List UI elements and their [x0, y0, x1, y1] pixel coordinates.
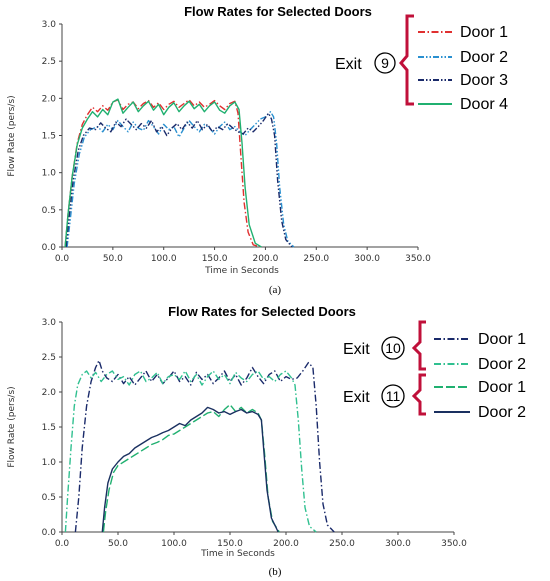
- b-legend-label-4: Door 2: [478, 404, 526, 421]
- legend-b-exit-10-circle: [381, 336, 405, 360]
- a-y-tick-label: 1.5: [42, 132, 56, 142]
- b-x-tick-label: 300.0: [385, 539, 411, 549]
- b-x-tick-label: 250.0: [329, 539, 355, 549]
- a-x-tick-label: 200.0: [253, 254, 279, 264]
- a-x-tick-label: 300.0: [354, 254, 380, 264]
- a-series-line-4: [64, 98, 262, 248]
- a-y-tick-label: 2.0: [42, 94, 57, 104]
- a-legend-label-1: Door 1: [460, 24, 508, 41]
- b-y-tick-label: 1.0: [42, 458, 57, 468]
- legend-b-bracket-10: [411, 320, 426, 371]
- chart-a-legend: Exit 9 Door 1 Door 2 Door 3 Door 4: [335, 14, 508, 113]
- chart-b-ticks: 0.0 50.0 100.0 150.0 200.0 250.0 300.0 350.0 0.0…: [42, 318, 467, 549]
- a-x-tick-label: 100.0: [151, 254, 177, 264]
- chart-a-x-label: Time in Seconds: [204, 266, 279, 276]
- b-y-tick-label: 3.0: [42, 318, 57, 328]
- b-y-tick-label: 0.5: [42, 493, 56, 503]
- legend-a-bracket: [399, 14, 414, 106]
- legend-b-exit-11-label: Exit: [343, 389, 370, 406]
- a-x-tick-label: 0.0: [55, 254, 70, 264]
- a-x-tick-label: 150.0: [202, 254, 228, 264]
- b-x-tick-label: 200.0: [273, 539, 299, 549]
- b-series-line-3: [102, 403, 280, 533]
- legend-a-exit-number: 9: [381, 55, 389, 71]
- legend-b-exit-11-number: 11: [386, 388, 401, 404]
- a-y-tick-label: 2.5: [42, 57, 56, 67]
- b-series-line-1: [74, 359, 335, 533]
- a-legend-label-4: Door 4: [460, 96, 508, 113]
- a-x-tick-label: 250.0: [303, 254, 329, 264]
- chart-b-plot-area: [64, 359, 335, 533]
- b-legend-label-2: Door 2: [478, 356, 526, 373]
- legend-b-exit-11-circle: [381, 384, 405, 408]
- b-y-tick-label: 0.0: [42, 528, 57, 538]
- a-x-tick-label: 350.0: [405, 254, 431, 264]
- a-legend-label-3: Door 3: [460, 72, 508, 89]
- chart-b: Flow Rates for Selected Doors 0.0 50.0 100…: [7, 304, 526, 578]
- legend-b-bracket-11: [411, 373, 426, 416]
- chart-a-y-label: Flow Rate (pers/s): [7, 95, 17, 176]
- a-y-tick-label: 0.0: [42, 243, 57, 253]
- chart-a-ticks: 0.0 50.0 100.0 150.0 200.0 250.0 300.0 350.0 0.0…: [42, 20, 431, 264]
- b-y-tick-label: 1.5: [42, 423, 56, 433]
- chart-b-x-label: Time in Seconds: [200, 549, 275, 559]
- b-x-tick-label: 0.0: [55, 539, 70, 549]
- chart-a-title: Flow Rates for Selected Doors: [184, 4, 372, 19]
- chart-b-title: Flow Rates for Selected Doors: [168, 304, 356, 319]
- a-series-line-2: [66, 111, 295, 248]
- b-x-tick-label: 150.0: [217, 539, 243, 549]
- chart-a-caption: (a): [269, 284, 282, 296]
- a-series-line-3: [65, 112, 293, 248]
- chart-b-y-label: Flow Rate (pers/s): [7, 386, 17, 467]
- a-y-tick-label: 1.0: [42, 169, 57, 179]
- legend-b-exit-10-number: 10: [385, 340, 401, 356]
- a-series-line-1: [64, 99, 261, 248]
- a-y-tick-label: 3.0: [42, 20, 57, 30]
- a-legend-label-2: Door 2: [460, 49, 508, 66]
- b-series-line-4: [101, 406, 279, 533]
- a-y-tick-label: 0.5: [42, 206, 56, 216]
- b-y-tick-label: 2.0: [42, 388, 57, 398]
- b-x-tick-label: 350.0: [441, 539, 467, 549]
- b-legend-label-3: Door 1: [478, 379, 526, 396]
- b-legend-label-1: Door 1: [478, 331, 526, 348]
- chart-b-legend: Exit 10 Exit 11 Door 1 Door 2 Door 1 Door 2: [343, 320, 526, 421]
- chart-b-caption: (b): [269, 566, 282, 578]
- chart-a-plot-area: [64, 98, 295, 248]
- b-x-tick-label: 50.0: [108, 539, 128, 549]
- b-x-tick-label: 100.0: [161, 539, 187, 549]
- legend-b-exit-10-label: Exit: [343, 341, 370, 358]
- legend-a-exit-label: Exit: [335, 56, 362, 73]
- b-y-tick-label: 2.5: [42, 353, 56, 363]
- a-x-tick-label: 50.0: [103, 254, 123, 264]
- legend-a-exit-circle: [374, 52, 396, 74]
- chart-a: Flow Rates for Selected Doors 0.0 50.0 100…: [7, 4, 508, 296]
- b-series-line-2: [64, 370, 317, 533]
